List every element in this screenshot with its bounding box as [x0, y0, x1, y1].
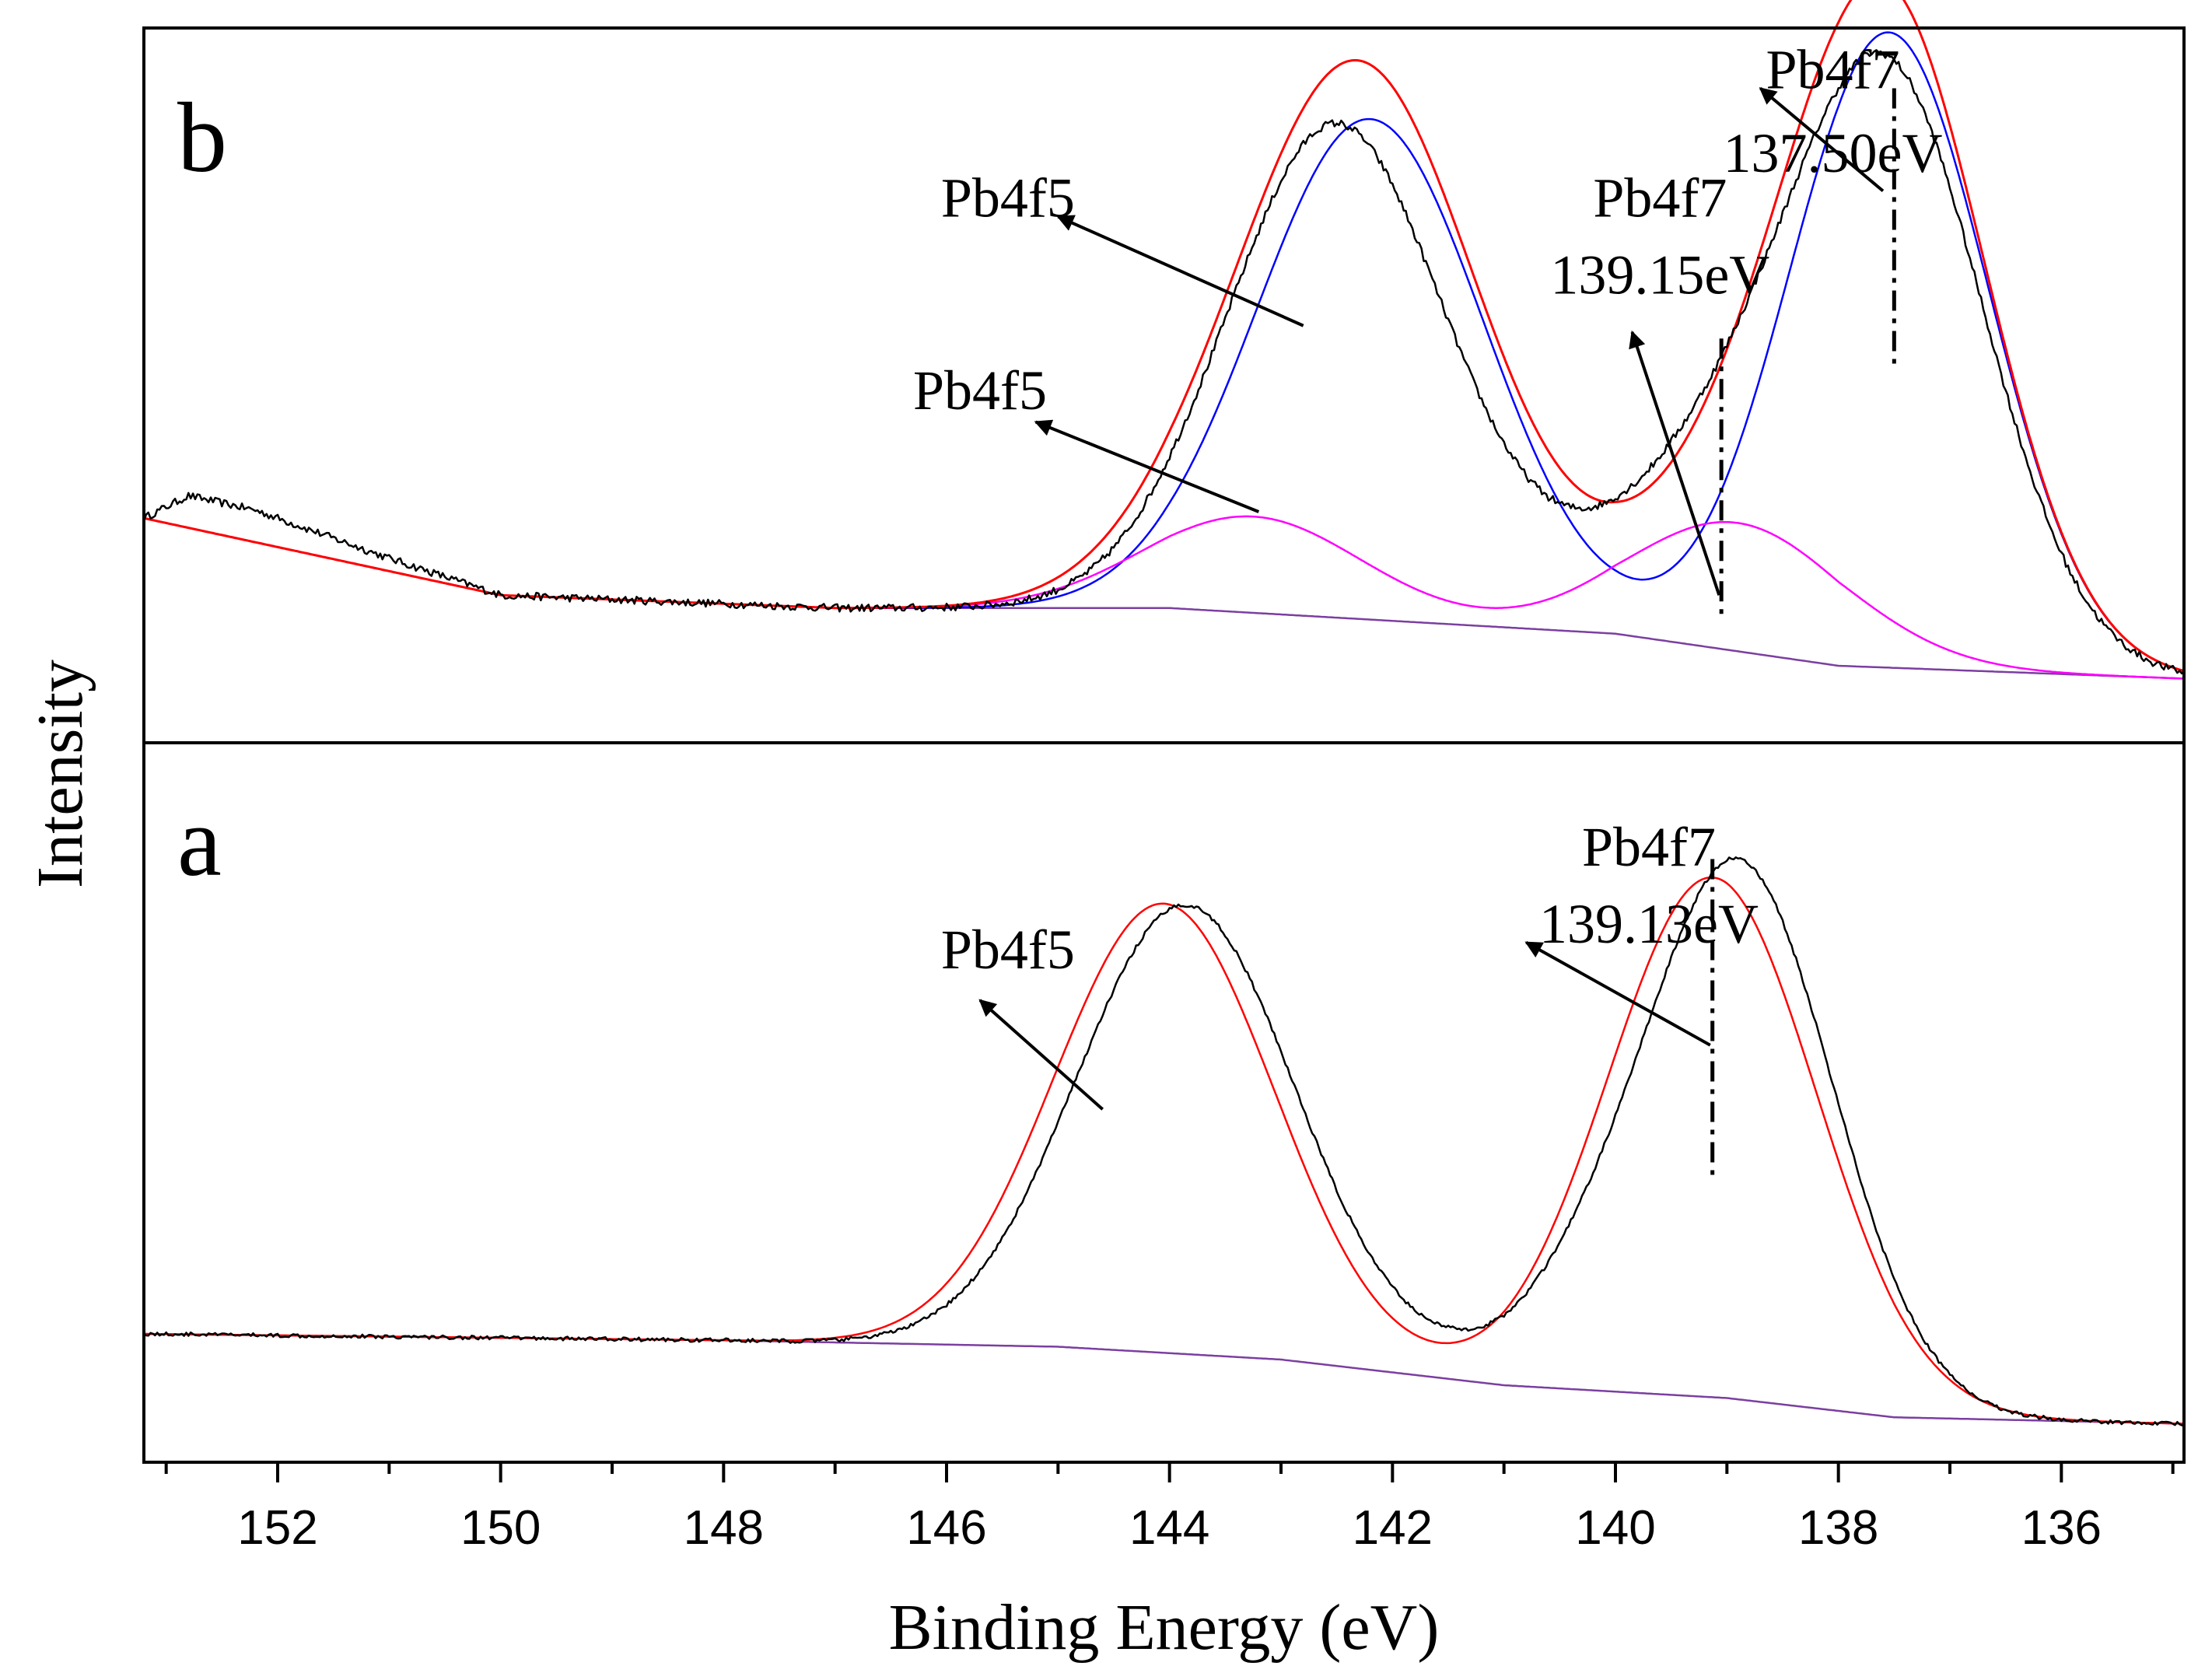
- x-tick-label: 144: [1129, 1501, 1209, 1555]
- annotation-arrow: [1629, 330, 1721, 596]
- annotation-label: Pb4f7: [1582, 816, 1716, 878]
- annotation-label: Pb4f5: [941, 167, 1075, 229]
- x-tick-label: 150: [460, 1501, 541, 1555]
- x-tick-label: 138: [1798, 1501, 1878, 1555]
- x-tick-label: 140: [1575, 1501, 1655, 1555]
- x-tick-label: 146: [906, 1501, 986, 1555]
- series-line: [144, 876, 2185, 1425]
- x-tick-label: 152: [237, 1501, 317, 1555]
- measured-line: [142, 49, 2185, 675]
- x-axis-ticks: 152 150 148 146 144 142 140 138 136: [164, 1462, 2175, 1555]
- panel-label-a: a: [177, 786, 222, 897]
- annotation-label: Pb4f5: [913, 359, 1047, 422]
- background-line: [143, 517, 2185, 680]
- measured-line: [143, 856, 2185, 1427]
- annotation-arrow: [978, 999, 1104, 1111]
- background-line: [144, 1332, 2185, 1425]
- annotation-arrow: [1759, 86, 1885, 193]
- annotation-label: Pb4f7: [1766, 39, 1899, 101]
- y-axis-title: Intensity: [24, 660, 96, 888]
- panel-label-b: b: [177, 82, 227, 193]
- panel-a-frame: [142, 741, 2186, 1464]
- panel-a: Pb4f7 139.13eV Pb4f5: [143, 816, 2185, 1427]
- annotation-arrow: [1034, 419, 1260, 513]
- x-tick-label: 148: [684, 1501, 764, 1555]
- x-tick-label: 142: [1353, 1501, 1433, 1555]
- x-axis-title: Binding Energy (eV): [889, 1591, 1440, 1664]
- annotation-arrow: [1524, 941, 1711, 1047]
- annotation-label: Pb4f7: [1593, 167, 1727, 229]
- annotation-label: 139.15eV: [1550, 244, 1769, 306]
- annotation-label: 137.50eV: [1724, 122, 1943, 184]
- series-line: [143, 515, 2185, 680]
- axes: 152 150 148 146 144 142 140 138 136 b a Binding …: [24, 26, 2186, 1664]
- annotation-label: 139.13eV: [1539, 893, 1759, 955]
- annotation-arrow: [1056, 215, 1304, 327]
- annotation-label: Pb4f5: [941, 919, 1075, 981]
- x-tick-label: 136: [2021, 1501, 2102, 1555]
